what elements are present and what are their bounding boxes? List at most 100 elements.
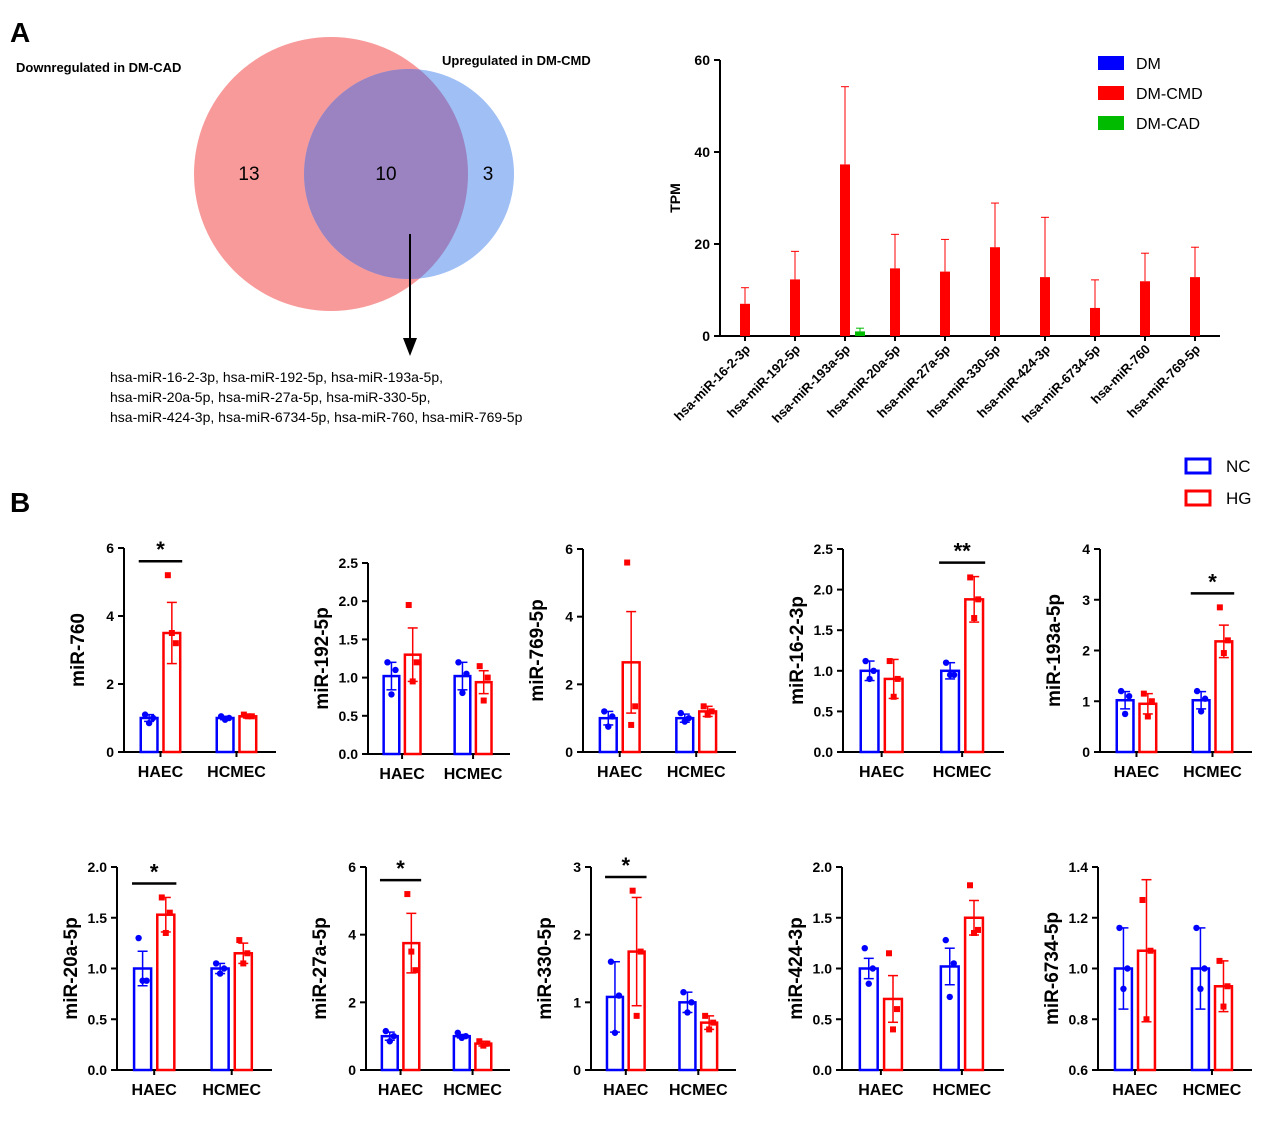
tpm-legend-swatch bbox=[1098, 116, 1124, 130]
b-y-tick-label: 0.0 bbox=[813, 1062, 833, 1078]
b-data-point bbox=[1197, 708, 1205, 715]
b-data-point bbox=[1147, 947, 1154, 954]
b-data-point bbox=[404, 891, 411, 898]
b-y-tick-label: 6 bbox=[348, 859, 356, 875]
b-y-axis-label: miR-760 bbox=[68, 613, 89, 687]
b-significance-label: * bbox=[156, 537, 165, 562]
tpm-legend-swatch bbox=[1098, 56, 1124, 70]
b-y-tick-label: 0 bbox=[573, 1062, 581, 1078]
b-data-point bbox=[893, 1006, 900, 1013]
b-data-point bbox=[484, 1040, 491, 1047]
b-y-tick-label: 0.5 bbox=[813, 1011, 833, 1027]
b-data-point bbox=[684, 1009, 691, 1016]
b-category-label: HAEC bbox=[859, 764, 905, 781]
b-y-tick-label: 3 bbox=[1082, 592, 1090, 608]
b-data-point bbox=[680, 988, 687, 996]
panel-b-chart: 0 2 4 6 miR-27a-5p HAEC HCMEC * bbox=[310, 856, 510, 1099]
b-bar bbox=[215, 716, 235, 754]
panel-label-b: B bbox=[10, 487, 30, 518]
b-y-tick-label: 2 bbox=[565, 676, 573, 692]
tpm-legend-label: DM-CAD bbox=[1136, 116, 1200, 133]
b-data-point bbox=[967, 574, 974, 581]
b-data-point bbox=[628, 721, 635, 728]
b-category-label: HAEC bbox=[597, 764, 643, 781]
b-y-tick-label: 0.8 bbox=[1069, 1011, 1089, 1027]
venn-right-count: 3 bbox=[483, 164, 494, 185]
b-category-label: HCMEC bbox=[933, 764, 992, 781]
b-data-point bbox=[1201, 965, 1208, 972]
b-bar bbox=[238, 715, 258, 754]
tpm-y-axis-label: TPM bbox=[667, 183, 683, 213]
b-data-point bbox=[390, 1032, 397, 1040]
panel-b-charts: 0 2 4 6 miR-760 HAEC HCMEC * 0.0 0.5 1.0 1.5 2.0 2.5 m… bbox=[61, 537, 1252, 1099]
b-y-tick-label: 6 bbox=[565, 541, 573, 557]
b-category-label: HAEC bbox=[603, 1082, 649, 1099]
b-y-tick-label: 0.0 bbox=[88, 1062, 108, 1078]
b-y-axis-label: miR-424-3p bbox=[786, 917, 807, 1019]
b-y-tick-label: 0 bbox=[1082, 744, 1090, 760]
b-data-point bbox=[145, 719, 153, 727]
panel-b-chart: 0.0 0.5 1.0 1.5 2.0 miR-424-3p HAEC HCMEC bbox=[786, 859, 1004, 1099]
b-y-tick-label: 4 bbox=[565, 609, 573, 625]
b-data-point bbox=[240, 711, 247, 718]
b-data-point bbox=[975, 596, 982, 603]
b-data-point bbox=[971, 615, 978, 622]
b-data-point bbox=[158, 894, 165, 901]
venn-mirna-line-1: hsa-miR-16-2-3p, hsa-miR-192-5p, hsa-miR… bbox=[110, 369, 443, 385]
tpm-bar bbox=[855, 331, 865, 336]
b-y-axis-label: miR-193a-5p bbox=[1044, 594, 1065, 707]
venn-left-count: 13 bbox=[238, 164, 259, 185]
b-data-point bbox=[704, 711, 711, 718]
b-y-tick-label: 2 bbox=[106, 676, 114, 692]
b-data-point bbox=[601, 708, 608, 715]
b-data-point bbox=[220, 965, 228, 972]
b-data-point bbox=[632, 703, 639, 710]
b-category-label: HCMEC bbox=[667, 764, 726, 781]
b-y-tick-label: 4 bbox=[1082, 541, 1090, 557]
b-bar bbox=[859, 669, 880, 754]
b-y-tick-label: 1 bbox=[1082, 693, 1090, 709]
b-data-point bbox=[463, 670, 470, 677]
b-data-point bbox=[706, 1026, 713, 1033]
b-data-point bbox=[164, 572, 171, 579]
b-data-point bbox=[1124, 965, 1131, 972]
b-data-point bbox=[388, 691, 395, 698]
tpm-y-tick-label: 0 bbox=[702, 328, 710, 344]
b-data-point bbox=[894, 675, 901, 682]
b-data-point bbox=[384, 659, 391, 666]
b-data-point bbox=[1201, 695, 1209, 702]
b-data-point bbox=[1220, 650, 1227, 657]
b-category-label: HCMEC bbox=[444, 766, 503, 783]
b-y-axis-label: miR-192-5p bbox=[312, 607, 333, 709]
panel-b-legend: NC HG bbox=[1184, 457, 1252, 508]
b-data-point bbox=[942, 936, 949, 944]
b-data-point bbox=[1140, 690, 1147, 697]
b-data-point bbox=[1220, 1003, 1227, 1010]
b-significance-label: * bbox=[150, 859, 159, 884]
tpm-y-tick-label: 20 bbox=[694, 236, 710, 252]
b-data-point bbox=[1121, 710, 1129, 718]
tpm-bar bbox=[990, 247, 1000, 336]
b-y-tick-label: 2.5 bbox=[339, 555, 359, 571]
venn-overlap-count: 10 bbox=[375, 164, 396, 185]
panel-b-chart: 0 1 2 3 4 miR-193a-5p HAEC HCMEC * bbox=[1044, 541, 1252, 781]
b-data-point bbox=[455, 659, 462, 666]
b-y-axis-label: miR-20a-5p bbox=[61, 917, 82, 1019]
panel-b-chart: 0 2 4 6 miR-769-5p HAEC HCMEC bbox=[527, 541, 736, 781]
b-data-point bbox=[1193, 687, 1201, 695]
b-category-label: HCMEC bbox=[443, 1082, 502, 1099]
tpm-bar-chart: 0204060TPMhsa-miR-16-2-3phsa-miR-192-5ph… bbox=[667, 52, 1220, 426]
b-data-point bbox=[700, 703, 707, 710]
b-category-label: HCMEC bbox=[933, 1082, 992, 1099]
b-category-label: HAEC bbox=[1114, 764, 1160, 781]
b-significance-label: * bbox=[622, 853, 631, 878]
b-y-axis-label: miR-16-2-3p bbox=[787, 596, 808, 705]
b-data-point bbox=[966, 882, 973, 889]
b-significance-label: * bbox=[1208, 569, 1217, 594]
b-data-point bbox=[386, 1038, 393, 1045]
tpm-bar bbox=[790, 279, 800, 336]
b-data-point bbox=[615, 992, 623, 999]
b-category-label: HCMEC bbox=[202, 1082, 261, 1099]
b-data-point bbox=[629, 887, 636, 894]
tpm-bar bbox=[940, 271, 950, 336]
